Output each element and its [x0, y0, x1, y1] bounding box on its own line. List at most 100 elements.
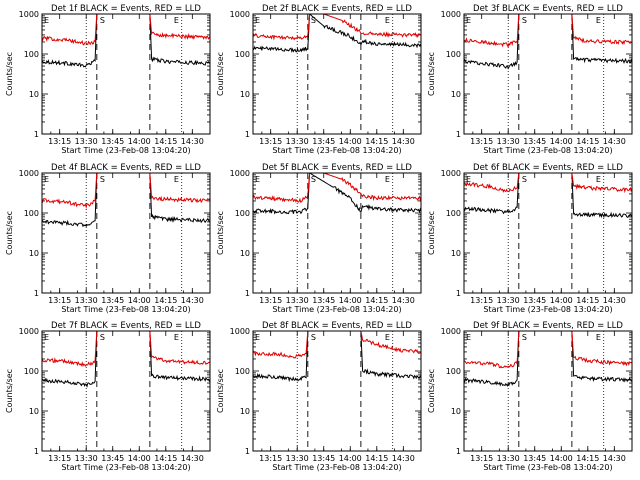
x-tick-label: 14:15	[576, 454, 599, 463]
traces	[464, 14, 632, 70]
x-tick-label: 13:15	[48, 296, 71, 305]
plot-frame	[41, 13, 211, 135]
y-tick-label: 1000	[19, 10, 39, 19]
corner-marker-label: E	[466, 16, 471, 25]
series-lld-line	[253, 331, 421, 359]
y-tick-label: 1	[34, 130, 39, 139]
y-tick-label: 1000	[230, 327, 250, 336]
y-axis-label: Counts/sec	[427, 369, 436, 413]
x-tick-label: 13:15	[259, 454, 282, 463]
x-tick-label: 14:15	[365, 137, 388, 146]
y-axis-label: Counts/sec	[5, 52, 14, 96]
x-tick-label: 14:30	[181, 137, 204, 146]
end-marker-label: E	[385, 333, 390, 342]
panel-title: Det 4f BLACK = Events, RED = LLD	[51, 163, 201, 173]
x-tick-label: 14:00	[339, 296, 362, 305]
series-events-line	[464, 14, 632, 70]
x-tick-label: 14:30	[181, 454, 204, 463]
y-axis-label: Counts/sec	[216, 52, 225, 96]
plot-frame	[463, 172, 633, 294]
end-marker-label: E	[385, 175, 390, 184]
panel-title: Det 8f BLACK = Events, RED = LLD	[262, 321, 412, 331]
panel-det-2f: Det 2f BLACK = Events, RED = LLD Counts/s…	[216, 4, 422, 155]
x-tick-label: 14:15	[365, 454, 388, 463]
series-lld-line	[253, 173, 421, 203]
x-tick-label: 14:00	[550, 137, 573, 146]
x-tick-label: 13:15	[48, 454, 71, 463]
x-tick-label: 14:15	[576, 296, 599, 305]
series-lld-line	[253, 14, 421, 41]
y-tick-label: 1	[456, 130, 461, 139]
x-tick-label: 14:00	[339, 137, 362, 146]
x-tick-label: 14:15	[365, 296, 388, 305]
y-axis-label: Counts/sec	[5, 369, 14, 413]
y-tick-label: 100	[24, 50, 39, 59]
end-marker-label: E	[174, 16, 179, 25]
y-tick-label: 100	[446, 50, 461, 59]
x-tick-label: 14:15	[576, 137, 599, 146]
x-tick-label: 14:15	[154, 454, 177, 463]
corner-marker-label: E	[255, 175, 260, 184]
panel-title: Det 7f BLACK = Events, RED = LLD	[51, 321, 201, 331]
plot-frame	[41, 330, 211, 452]
series-events-line	[464, 173, 632, 219]
panel-title: Det 6f BLACK = Events, RED = LLD	[473, 163, 623, 173]
panel-det-1f: Det 1f BLACK = Events, RED = LLD Counts/s…	[5, 4, 211, 155]
series-lld-line	[42, 331, 210, 368]
x-tick-label: 13:45	[101, 454, 124, 463]
x-tick-label: 13:45	[523, 137, 546, 146]
y-tick-label: 1	[34, 447, 39, 456]
y-tick-label: 100	[235, 367, 250, 376]
y-tick-label: 10	[29, 249, 39, 258]
y-tick-label: 100	[235, 209, 250, 218]
y-tick-label: 1	[456, 289, 461, 298]
panel-title: Det 1f BLACK = Events, RED = LLD	[51, 4, 201, 14]
x-tick-label: 13:15	[48, 137, 71, 146]
x-tick-label: 13:15	[259, 137, 282, 146]
x-tick-label: 13:45	[101, 137, 124, 146]
y-tick-label: 10	[240, 249, 250, 258]
traces	[464, 331, 632, 388]
x-tick-label: 13:15	[470, 137, 493, 146]
plot-frame	[463, 13, 633, 135]
end-marker-label: E	[596, 175, 601, 184]
y-tick-label: 1000	[230, 169, 250, 178]
y-tick-label: 1	[34, 289, 39, 298]
y-tick-label: 1	[245, 447, 250, 456]
x-axis-label: Start Time (23-Feb-08 13:04:20)	[483, 146, 612, 155]
x-tick-label: 13:30	[497, 137, 520, 146]
x-axis-label: Start Time (23-Feb-08 13:04:20)	[61, 305, 190, 314]
x-tick-label: 14:30	[392, 296, 415, 305]
end-marker-label: E	[174, 333, 179, 342]
corner-marker-label: E	[44, 16, 49, 25]
panel-det-9f: Det 9f BLACK = Events, RED = LLD Counts/s…	[427, 321, 633, 472]
x-tick-label: 13:30	[286, 296, 309, 305]
start-marker-label: S	[522, 333, 527, 342]
y-tick-label: 10	[240, 407, 250, 416]
panel-title: Det 5f BLACK = Events, RED = LLD	[262, 163, 412, 173]
start-marker-label: S	[311, 333, 316, 342]
y-tick-label: 100	[24, 367, 39, 376]
x-tick-label: 14:30	[603, 137, 626, 146]
y-tick-label: 1	[456, 447, 461, 456]
start-marker-label: S	[311, 16, 316, 25]
traces	[253, 14, 421, 53]
series-lld-line	[42, 173, 210, 210]
y-tick-label: 1	[245, 130, 250, 139]
traces	[253, 173, 421, 215]
x-tick-label: 14:15	[154, 296, 177, 305]
start-marker-label: S	[100, 175, 105, 184]
series-events-line	[253, 14, 421, 53]
y-tick-label: 1000	[441, 327, 461, 336]
end-marker-label: E	[596, 16, 601, 25]
panel-det-6f: Det 6f BLACK = Events, RED = LLD Counts/s…	[427, 163, 633, 314]
y-axis-label: Counts/sec	[216, 369, 225, 413]
y-tick-label: 1000	[230, 10, 250, 19]
x-tick-label: 13:15	[470, 296, 493, 305]
y-tick-label: 1000	[441, 169, 461, 178]
x-tick-label: 14:30	[603, 454, 626, 463]
y-tick-label: 100	[235, 50, 250, 59]
x-tick-label: 13:45	[523, 454, 546, 463]
series-lld-line	[464, 331, 632, 369]
y-axis-label: Counts/sec	[427, 211, 436, 255]
